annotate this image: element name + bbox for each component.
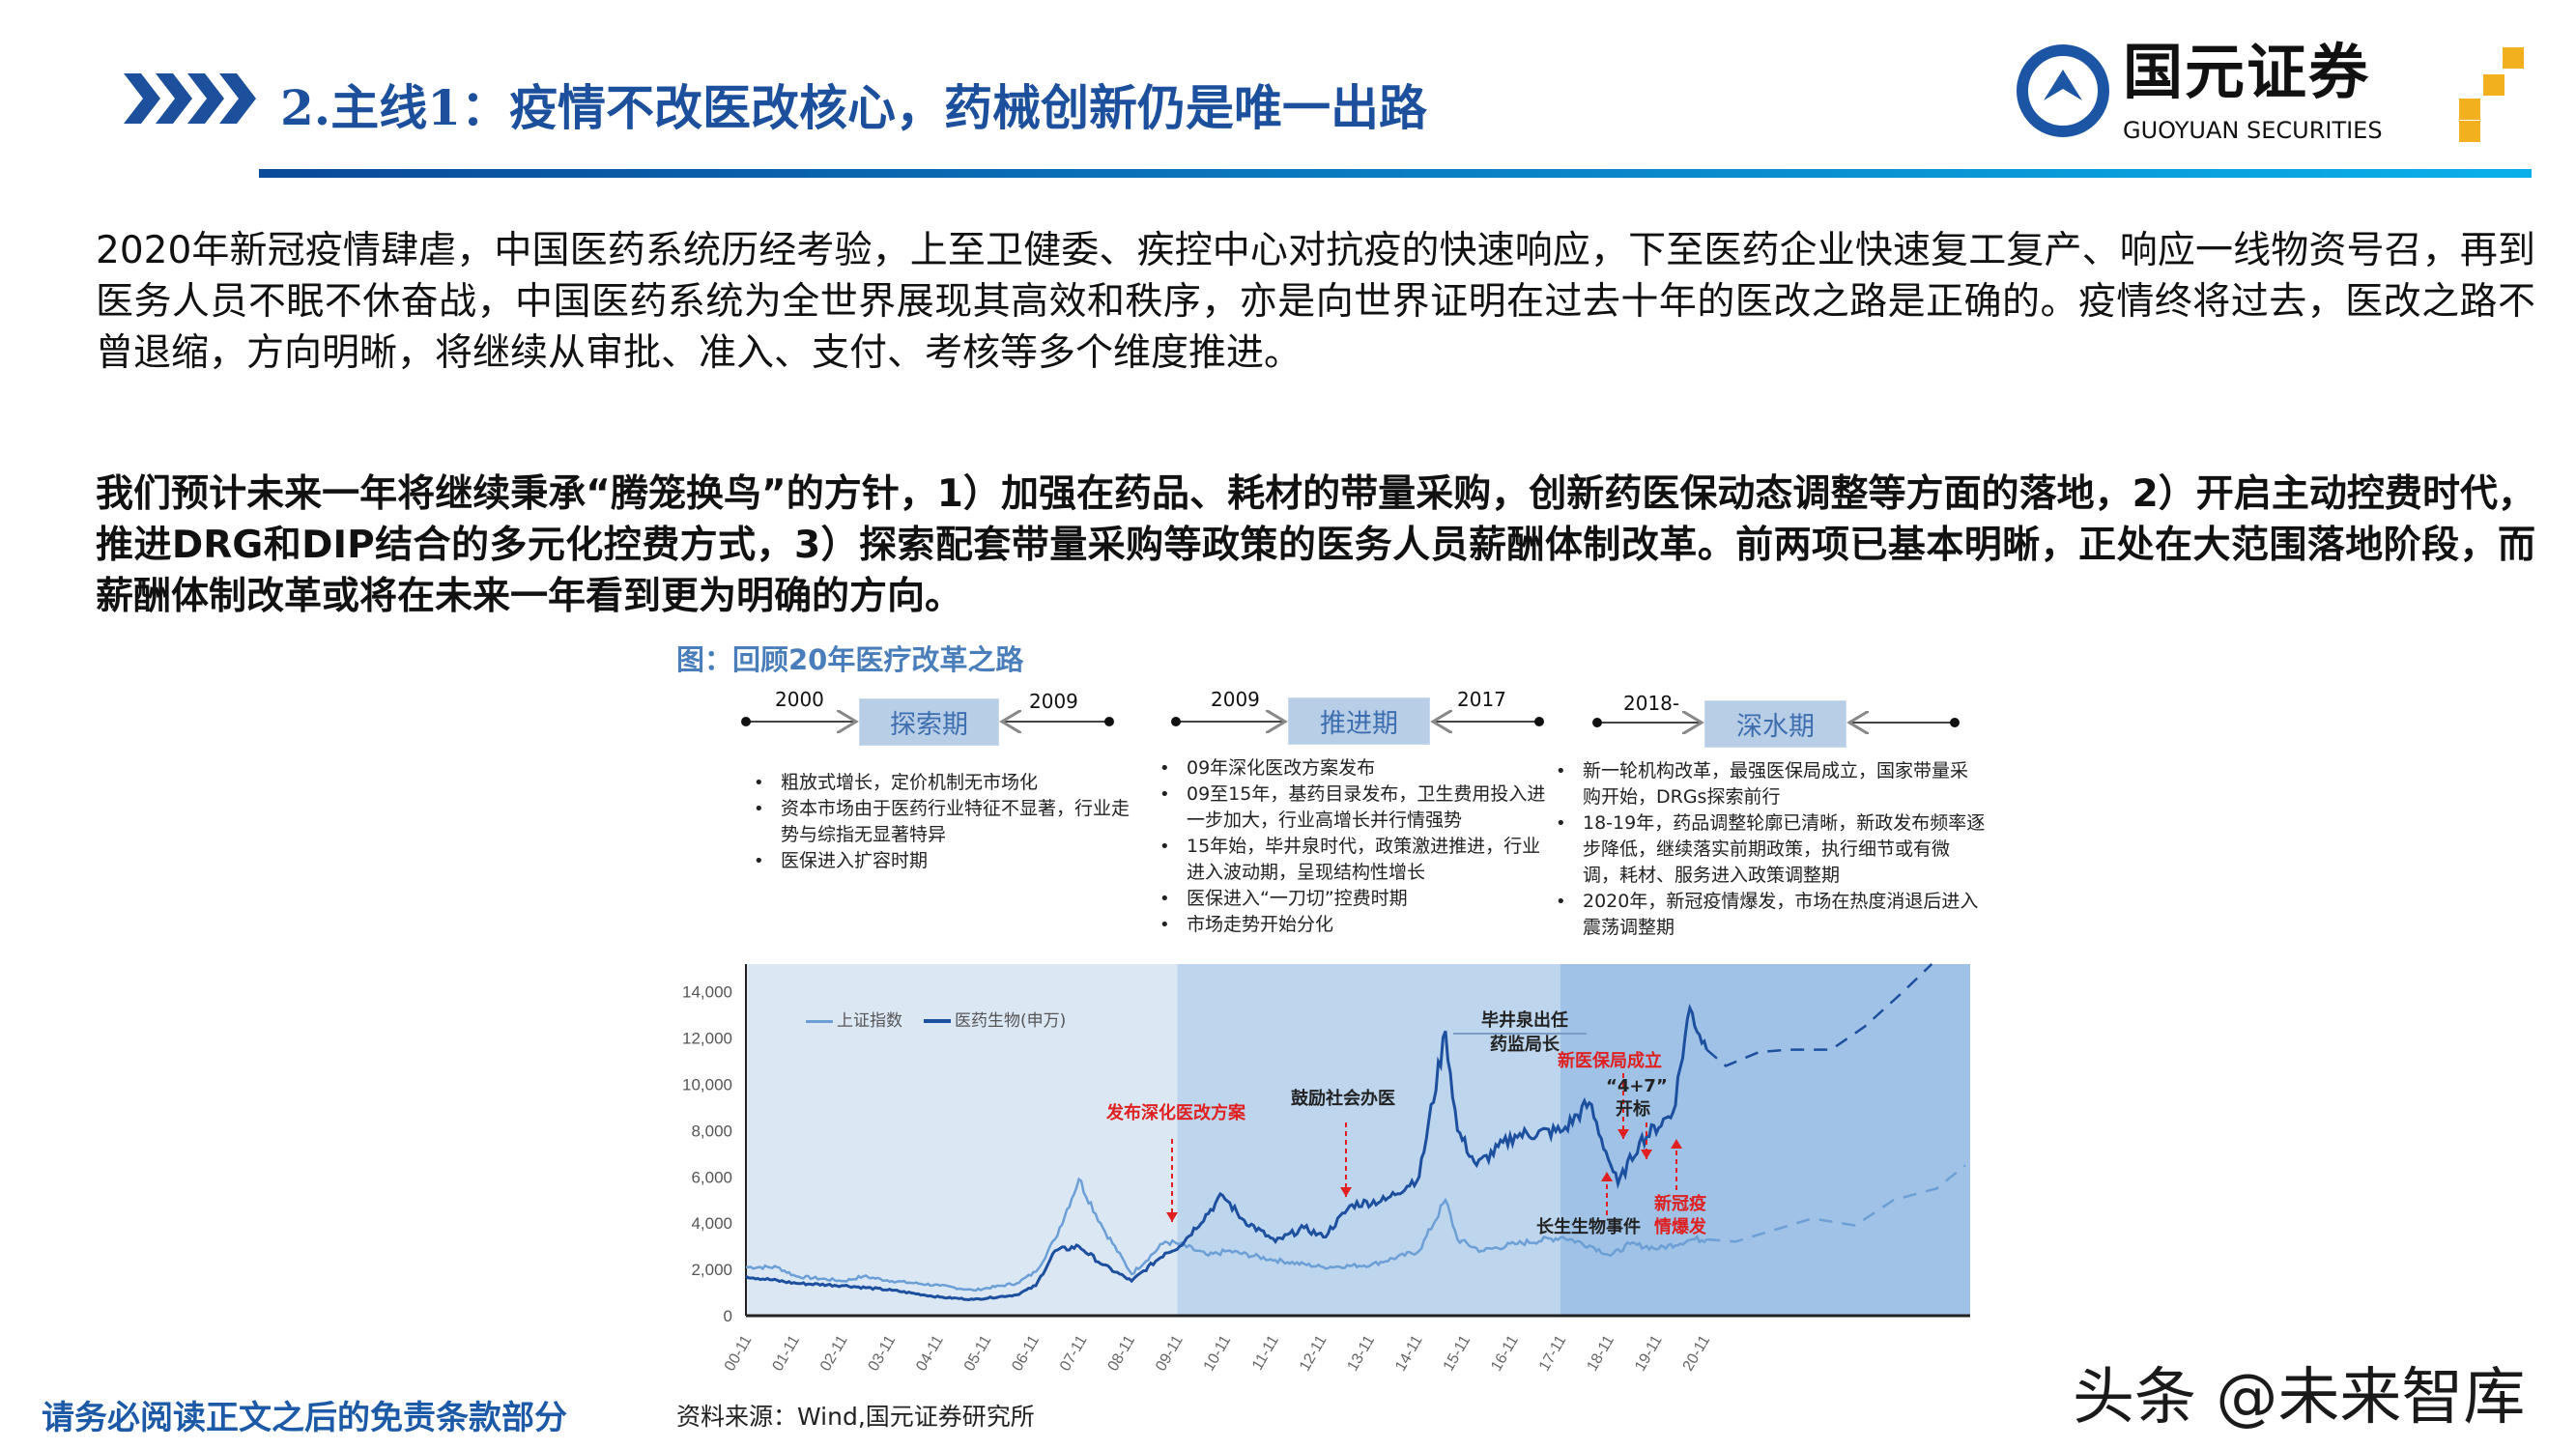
reform-timeline: 2000 2009 探索期 2009 2017 推进期 2018- 深水期 粗放… [0,0,2576,966]
annotation-bi-jingquan-2: 药监局长 [1490,1035,1560,1055]
bullet: 2020年，新冠疫情爆发，市场在热度消退后进入震荡调整期 [1556,889,1986,941]
legend-item-pharma: 医药生物(申万) [924,1007,1066,1031]
bullet: 医保进入扩容时期 [754,848,1140,874]
annotation-private-hospitals: 鼓励社会办医 [1291,1089,1395,1109]
x-tick-label: 16-11 [1488,1332,1522,1374]
logo-gold-squares-icon [2459,47,2524,142]
y-tick-label: 14,000 [682,983,732,1002]
x-tick-label: 13-11 [1345,1332,1379,1374]
bullet: 新一轮机构改革，最强医保局成立，国家带量采购开始，DRGs探索前行 [1556,758,1986,810]
x-tick-label: 07-11 [1057,1332,1091,1374]
x-tick-label: 08-11 [1105,1332,1139,1374]
paragraph-1: 2020年新冠疫情肆虐，中国医药系统历经考验，上至卫健委、疾控中心对抗疫的快速响… [96,229,2535,375]
legend-label: 上证指数 [837,1011,902,1031]
phase2-start-year: 2009 [1211,688,1260,711]
annotation-covid-1: 新冠疫 [1654,1194,1706,1214]
phase1-bullets: 粗放式增长，定价机制无市场化 资本市场由于医药行业特征不显著，行业走势与综指无显… [754,770,1140,874]
x-tick-label: 06-11 [1009,1332,1043,1374]
x-tick-label: 05-11 [961,1332,995,1374]
phase-box-deep-water: 深水期 [1704,700,1846,748]
logo-en: GUOYUAN SECURITIES [2123,117,2383,144]
projection-line [1706,1164,1966,1243]
arrow-covid-head [1671,1139,1682,1149]
shaded-period-2 [1177,964,1561,1316]
x-tick-label: 17-11 [1536,1332,1570,1374]
series-line-pharma [745,1004,1708,1302]
index-chart: 0 2,000 4,000 6,000 8,000 10,000 12,000 14,000 0… [618,956,2010,1381]
bullet: 市场走势开始分化 [1159,912,1546,938]
phase2-bullets: 09年深化医改方案发布 09至15年，基药目录发布，卫生费用投入进一步加大，行业… [1159,755,1546,938]
x-tick-label: 09-11 [1153,1332,1187,1374]
y-tick-label: 4,000 [691,1214,732,1233]
x-tick-label: 11-11 [1249,1332,1282,1373]
phase1-end-year: 2009 [1029,690,1078,713]
x-tick-label: 12-11 [1297,1332,1331,1374]
projection-line [1705,963,1933,1067]
legend-item-sse: 上证指数 [806,1007,902,1031]
legend-swatch [924,1019,951,1023]
y-tick-label: 12,000 [682,1030,732,1048]
phase3-start-year: 2018- [1623,692,1680,715]
x-tick-label: 03-11 [866,1332,900,1374]
shaded-period-3 [1560,964,1970,1316]
page-title: 2.主线1：疫情不改医改核心，药械创新仍是唯一出路 [280,79,1427,136]
phase2-end-year: 2017 [1457,688,1506,711]
arrow-nhsa-head [1617,1129,1629,1139]
x-tick-label: 04-11 [913,1332,947,1374]
x-tick-label: 20-11 [1680,1332,1714,1374]
logo-cn: 国元证券 [2123,37,2371,107]
annotation-4plus7-2: 开标 [1616,1099,1650,1120]
x-tick-label: 10-11 [1201,1332,1235,1374]
bullet: 医保进入“一刀切”控费时期 [1159,886,1546,912]
figure-source: 资料来源：Wind,国元证券研究所 [676,1403,1035,1431]
chart-svg: 0 2,000 4,000 6,000 8,000 10,000 12,000 14,000 0… [682,963,1970,1374]
y-tick-label: 2,000 [691,1261,732,1279]
shaded-period-1 [746,964,1178,1316]
phase3-bullets: 新一轮机构改革，最强医保局成立，国家带量采购开始，DRGs探索前行 18-19年… [1556,758,1986,941]
series-line-sse [746,1177,1708,1293]
bullet: 18-19年，药品调整轮廓已清晰，新政发布频率逐步降低，继续落实前期政策，执行细… [1556,810,1986,889]
x-tick-label: 01-11 [769,1332,803,1374]
annotation-nhsa-established: 新医保局成立 [1558,1051,1662,1071]
y-tick-label: 10,000 [682,1076,732,1094]
x-tick-label: 19-11 [1632,1332,1666,1374]
arrow-4plus7-head [1641,1150,1652,1159]
annotation-bi-jingquan-1: 毕井泉出任 [1481,1010,1568,1031]
legend-swatch [806,1019,833,1023]
timeline-arrows [741,0,1960,966]
annotation-changsheng: 长生生物事件 [1536,1217,1641,1237]
paragraph-2: 我们预计未来一年将继续秉承“腾笼换鸟”的方针，1）加强在药品、耗材的带量采购，创… [96,472,2535,618]
bullet: 资本市场由于医药行业特征不显著，行业走势与综指无显著特异 [754,796,1140,848]
arrow-private-hospitals-head [1340,1187,1352,1197]
x-tick-label: 18-11 [1584,1332,1617,1374]
watermark: 头条 @未来智库 [2073,1362,2526,1434]
y-tick-label: 6,000 [691,1168,732,1186]
arrow-changsheng-head [1601,1172,1613,1181]
phase-box-advancement: 推进期 [1288,697,1430,745]
annotation-reform-plan: 发布深化医改方案 [1106,1103,1245,1123]
header-divider [259,169,2532,178]
annotation-covid-2: 情爆发 [1654,1217,1706,1237]
chevrons-icon [124,73,256,124]
chart-legend: 上证指数 医药生物(申万) [806,1007,1066,1031]
x-tick-label: 15-11 [1441,1332,1474,1374]
annotation-4plus7-1: “4+7” [1606,1076,1668,1096]
logo-mark-icon [2017,44,2109,137]
x-tick-label: 14-11 [1392,1332,1426,1374]
phase-box-exploration: 探索期 [859,698,999,746]
x-tick-label: 02-11 [817,1332,851,1374]
y-tick-label: 8,000 [691,1122,732,1140]
disclaimer: 请务必阅读正文之后的免责条款部分 [42,1399,567,1437]
x-tick-label: 00-11 [722,1332,756,1374]
bullet: 粗放式增长，定价机制无市场化 [754,770,1140,796]
arrow-reform-plan-head [1166,1212,1178,1222]
y-tick-label: 0 [724,1307,732,1325]
legend-label: 医药生物(申万) [955,1011,1067,1031]
figure-caption: 图：回顾20年医疗改革之路 [676,643,1024,676]
guoyuan-logo: 国元证券 GUOYUAN SECURITIES [2015,41,2536,147]
phase1-start-year: 2000 [775,688,824,711]
bullet: 09年深化医改方案发布 [1159,755,1546,781]
bullet: 09至15年，基药目录发布，卫生费用投入进一步加大，行业高增长并行情强势 [1159,781,1546,834]
bullet: 15年始，毕井泉时代，政策激进推进，行业进入波动期，呈现结构性增长 [1159,834,1546,886]
